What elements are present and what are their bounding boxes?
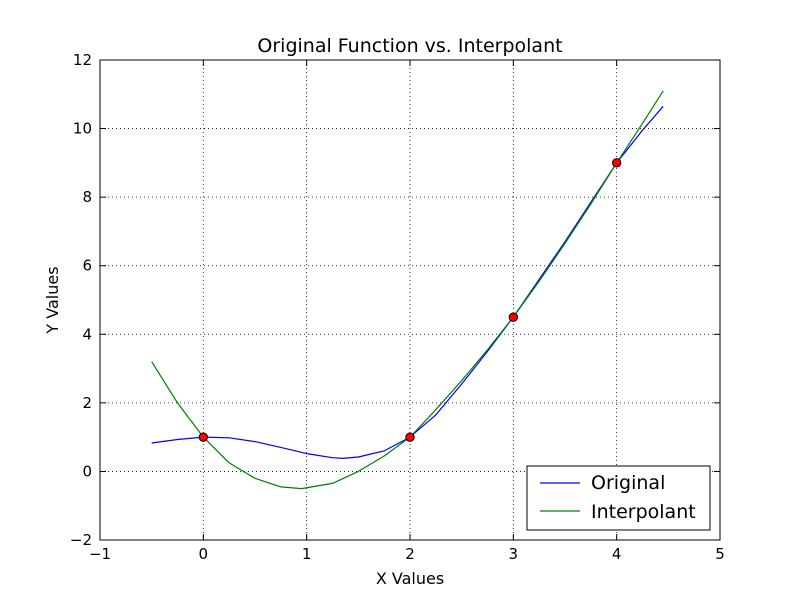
data-point [198,432,209,442]
legend-label-interpolant: Interpolant [591,501,696,523]
y-tick-label: 4 [82,325,92,343]
x-tick-label: 4 [612,545,622,563]
y-tick-label: 2 [82,394,92,412]
y-tick-label: −2 [70,531,92,549]
chart-title: Original Function vs. Interpolant [257,35,562,57]
x-tick-label: 2 [405,545,415,563]
y-axis-label: Y Values [43,266,62,334]
y-tick-label: 0 [82,462,92,480]
legend-label-original: Original [591,472,665,494]
data-point [508,312,519,322]
data-points [198,158,622,442]
x-tick-label: 0 [199,545,209,563]
x-tick-label: −1 [89,545,111,563]
series-layer [151,90,664,490]
x-tick-label: 5 [715,545,725,563]
y-tick-label: 8 [82,188,92,206]
series-line-original [151,105,664,459]
y-tick-label: 12 [73,51,92,69]
x-axis-label: X Values [376,569,444,588]
y-tick-label: 10 [73,120,92,138]
x-tick-label: 3 [509,545,519,563]
series-line-interpolant [151,90,664,490]
legend-frame [526,465,711,531]
x-tick-label: 1 [302,545,312,563]
y-tick-label: 6 [82,257,92,275]
data-point [405,432,415,442]
data-point [611,158,622,168]
legend: Original Interpolant [526,465,711,531]
